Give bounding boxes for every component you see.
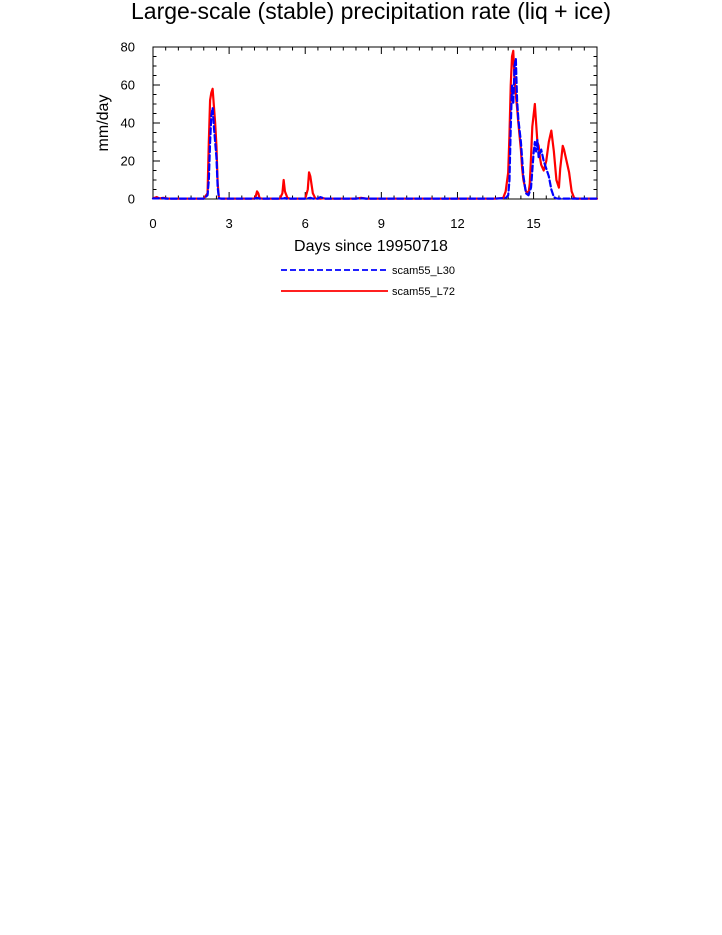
x-tick-label: 3 — [225, 216, 232, 231]
legend: scam55_L30 scam55_L72 — [281, 265, 455, 298]
y-axis-label: mm/day — [95, 95, 112, 152]
x-axis-label: Days since 19950718 — [294, 238, 448, 255]
x-axis-ticks: 0 3 6 9 12 15 — [149, 47, 598, 231]
y-axis-ticks: 0 20 40 60 80 — [121, 40, 597, 207]
x-tick-label: 12 — [450, 216, 464, 231]
x-tick-label: 15 — [526, 216, 540, 231]
y-tick-label: 80 — [121, 40, 135, 55]
chart-title: Large-scale (stable) precipitation rate … — [131, 0, 611, 24]
series-layer — [151, 49, 599, 200]
legend-label: scam55_L72 — [392, 286, 455, 298]
x-tick-label: 0 — [149, 216, 156, 231]
series-line-scam55_L30 — [151, 57, 599, 200]
y-tick-label: 20 — [121, 154, 135, 169]
y-tick-label: 40 — [121, 116, 135, 131]
y-tick-label: 0 — [128, 192, 135, 207]
x-tick-label: 9 — [378, 216, 385, 231]
y-tick-label: 60 — [121, 78, 135, 93]
x-tick-label: 6 — [302, 216, 309, 231]
legend-label: scam55_L30 — [392, 265, 455, 277]
series-line-scam55_L72 — [151, 49, 599, 200]
